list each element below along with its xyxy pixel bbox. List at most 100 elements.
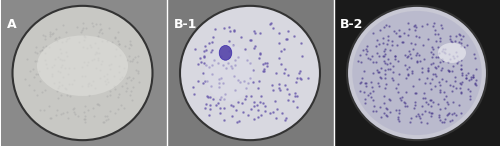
- Point: [263, 62, 271, 64]
- Point: [444, 103, 452, 105]
- Ellipse shape: [352, 11, 482, 135]
- Point: [286, 93, 294, 95]
- Point: [56, 58, 64, 61]
- Point: [209, 98, 217, 100]
- Point: [416, 54, 424, 56]
- Point: [370, 72, 378, 74]
- Point: [394, 118, 402, 120]
- Point: [234, 101, 242, 103]
- Point: [74, 26, 82, 28]
- Point: [388, 43, 396, 46]
- Point: [104, 118, 112, 120]
- Point: [256, 52, 264, 55]
- Point: [284, 38, 292, 40]
- Point: [237, 36, 245, 38]
- Point: [234, 56, 242, 58]
- Ellipse shape: [37, 35, 128, 96]
- Point: [413, 52, 421, 54]
- Point: [400, 64, 408, 66]
- Point: [41, 52, 49, 54]
- Point: [358, 61, 366, 64]
- Point: [296, 77, 304, 80]
- Point: [359, 49, 367, 52]
- Point: [399, 41, 407, 43]
- Point: [40, 109, 48, 112]
- Point: [134, 55, 142, 57]
- Point: [398, 41, 406, 44]
- Point: [400, 101, 408, 104]
- Point: [445, 53, 453, 55]
- Point: [445, 70, 453, 72]
- Point: [450, 57, 458, 59]
- Point: [93, 103, 101, 105]
- Point: [92, 23, 100, 25]
- Point: [457, 92, 465, 94]
- Point: [251, 45, 259, 47]
- Point: [435, 81, 443, 83]
- Point: [191, 48, 199, 50]
- Point: [458, 81, 466, 83]
- Point: [50, 82, 58, 84]
- Point: [127, 79, 135, 81]
- Point: [225, 49, 233, 52]
- Point: [377, 77, 385, 79]
- Point: [439, 59, 447, 62]
- Point: [407, 57, 415, 59]
- Point: [357, 80, 365, 83]
- Point: [408, 116, 416, 119]
- Point: [446, 35, 454, 37]
- Point: [427, 99, 435, 102]
- Point: [250, 104, 258, 107]
- Point: [207, 85, 215, 87]
- Point: [410, 25, 418, 27]
- Point: [124, 87, 132, 89]
- Point: [55, 81, 63, 83]
- Point: [466, 98, 473, 101]
- Point: [454, 41, 462, 43]
- Point: [425, 111, 433, 113]
- Point: [203, 80, 211, 82]
- Point: [412, 24, 420, 26]
- Point: [280, 48, 288, 50]
- Point: [239, 110, 247, 113]
- Point: [415, 78, 423, 80]
- Point: [204, 42, 212, 44]
- Point: [460, 46, 468, 48]
- Point: [134, 72, 142, 74]
- Point: [422, 121, 430, 124]
- Point: [423, 22, 431, 25]
- Point: [388, 77, 396, 79]
- Point: [40, 38, 48, 40]
- Point: [68, 83, 76, 85]
- Point: [63, 55, 71, 57]
- Point: [469, 74, 477, 76]
- Point: [236, 81, 244, 83]
- Point: [434, 55, 442, 58]
- Point: [435, 115, 443, 118]
- Point: [426, 82, 434, 85]
- Point: [404, 73, 411, 75]
- Point: [384, 39, 392, 41]
- Point: [356, 81, 364, 84]
- Point: [436, 84, 444, 86]
- Point: [217, 54, 225, 57]
- Point: [62, 51, 70, 53]
- Point: [457, 38, 465, 40]
- Point: [436, 89, 444, 91]
- Point: [284, 30, 292, 32]
- Point: [244, 114, 252, 116]
- Point: [382, 48, 390, 50]
- Point: [436, 90, 444, 93]
- Point: [84, 85, 92, 87]
- Point: [59, 112, 67, 114]
- Point: [66, 83, 74, 85]
- Point: [94, 31, 102, 34]
- Point: [284, 74, 292, 77]
- Point: [233, 120, 241, 123]
- Point: [124, 47, 132, 49]
- Point: [418, 113, 426, 115]
- Point: [90, 25, 98, 27]
- Point: [229, 44, 237, 46]
- Point: [75, 41, 83, 43]
- Point: [392, 58, 400, 60]
